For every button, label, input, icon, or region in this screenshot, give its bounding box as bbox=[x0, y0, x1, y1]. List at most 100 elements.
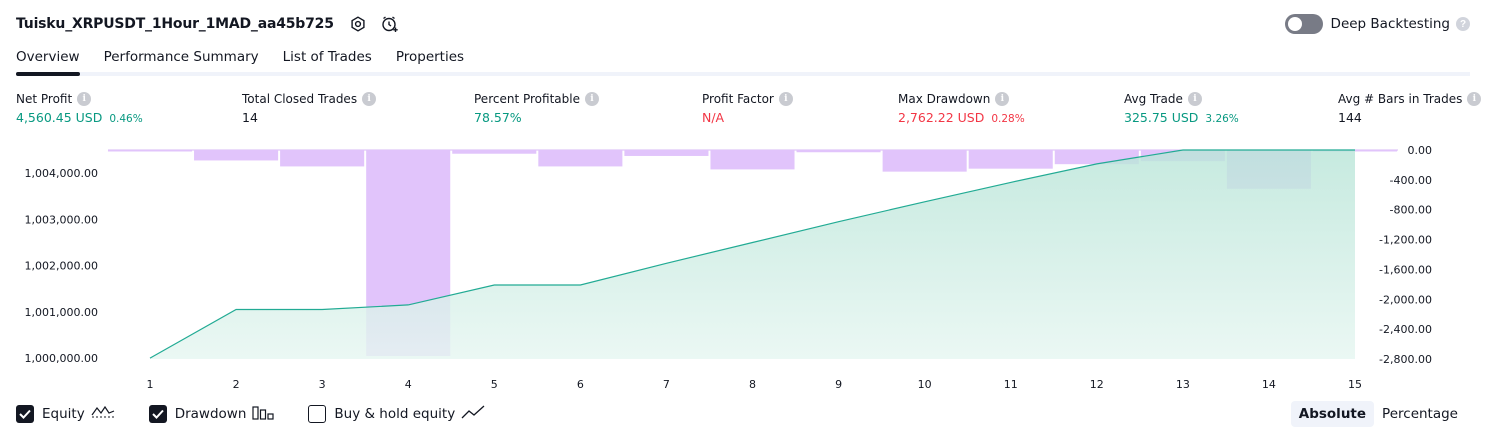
drawdown-bar-7 bbox=[624, 150, 709, 156]
drawdown-bar-5 bbox=[452, 150, 537, 154]
x-tick-label: 1 bbox=[147, 378, 154, 391]
drawdown-bar-9 bbox=[796, 150, 881, 153]
legend-buy-hold-equity[interactable]: Buy & hold equity bbox=[308, 404, 485, 425]
x-tick-label: 3 bbox=[319, 378, 326, 391]
metric-total-closed-trades: Total Closed Trades i 14 bbox=[242, 92, 377, 125]
equity-area bbox=[150, 150, 1355, 359]
metric-net-profit: Net Profit i 4,560.45 USD 0.46% bbox=[16, 92, 143, 125]
scale-mode-switch: Absolute Percentage bbox=[1290, 400, 1466, 428]
metric-label: Percent Profitable bbox=[474, 92, 580, 106]
info-icon[interactable]: i bbox=[778, 92, 793, 106]
left-axis: 1,000,000.00 1,001,000.00 1,002,000.00 1,00… bbox=[25, 167, 98, 365]
legend-label: Drawdown bbox=[174, 406, 247, 422]
metric-sub-value: 3.26% bbox=[1205, 113, 1239, 125]
metric-percent-profitable: Percent Profitable i 78.57% bbox=[474, 92, 599, 125]
right-axis: 0.00 -400.00 -800.00 -1,200.00 -1,600.00 -2,0… bbox=[1379, 144, 1432, 366]
x-tick-label: 8 bbox=[749, 378, 756, 391]
x-tick-label: 14 bbox=[1262, 378, 1276, 391]
equity-wave-icon bbox=[91, 404, 115, 425]
left-tick-label: 1,004,000.00 bbox=[25, 167, 98, 180]
drawdown-bar-1 bbox=[107, 150, 193, 152]
x-tick-label: 11 bbox=[1004, 378, 1018, 391]
metric-value: 325.75 USD bbox=[1124, 110, 1199, 125]
deep-backtesting-toggle[interactable] bbox=[1284, 14, 1323, 34]
settings-gear-icon[interactable] bbox=[348, 14, 368, 34]
info-icon[interactable]: i bbox=[77, 92, 92, 106]
right-tick-label: -800.00 bbox=[1390, 204, 1432, 217]
mode-percentage-button[interactable]: Percentage bbox=[1382, 406, 1458, 422]
info-icon[interactable]: i bbox=[1187, 92, 1202, 106]
mode-absolute-button[interactable]: Absolute bbox=[1290, 401, 1375, 427]
drawdown-bar-8 bbox=[710, 150, 795, 170]
metric-value: 78.57% bbox=[474, 110, 522, 125]
x-tick-label: 5 bbox=[491, 378, 498, 391]
strategy-title: Tuisku_XRPUSDT_1Hour_1MAD_aa45b725 bbox=[16, 16, 334, 32]
drawdown-bar-6 bbox=[538, 150, 623, 167]
tab-performance-summary[interactable]: Performance Summary bbox=[103, 49, 259, 65]
legend-label: Equity bbox=[42, 406, 85, 422]
metric-value: 14 bbox=[242, 110, 258, 125]
legend-equity[interactable]: Equity bbox=[16, 404, 115, 425]
metric-label: Net Profit bbox=[16, 92, 73, 106]
metrics-row: Net Profit i 4,560.45 USD 0.46% Total Clos… bbox=[16, 92, 1482, 132]
legend-drawdown[interactable]: Drawdown bbox=[148, 404, 275, 425]
tab-properties[interactable]: Properties bbox=[395, 49, 465, 65]
info-icon[interactable]: i bbox=[362, 92, 377, 106]
metric-label: Total Closed Trades bbox=[242, 92, 358, 106]
info-icon[interactable]: i bbox=[995, 92, 1010, 106]
tab-overview[interactable]: Overview bbox=[16, 44, 80, 76]
x-tick-label: 9 bbox=[835, 378, 842, 391]
x-tick-label: 13 bbox=[1176, 378, 1190, 391]
right-tick-label: -2,800.00 bbox=[1379, 353, 1432, 366]
drawdown-bar-2 bbox=[194, 150, 279, 161]
left-tick-label: 1,002,000.00 bbox=[25, 260, 98, 273]
x-tick-label: 12 bbox=[1090, 378, 1104, 391]
legend-label: Buy & hold equity bbox=[334, 406, 456, 422]
deep-backtesting-control: Deep Backtesting ? bbox=[1284, 12, 1470, 36]
equity-series bbox=[149, 149, 1355, 359]
right-tick-label: -2,400.00 bbox=[1379, 323, 1432, 336]
metric-value: 4,560.45 USD bbox=[16, 110, 103, 125]
chart-legend: Equity Drawdown Buy & hold equity bbox=[16, 403, 519, 425]
report-tabs: Overview Performance Summary List of Tra… bbox=[16, 44, 1470, 76]
metric-label: Profit Factor bbox=[702, 92, 774, 106]
x-tick-label: 4 bbox=[405, 378, 412, 391]
help-icon[interactable]: ? bbox=[1456, 17, 1470, 31]
x-tick-label: 6 bbox=[577, 378, 584, 391]
metric-avg-trade: Avg Trade i 325.75 USD 3.26% bbox=[1124, 92, 1239, 125]
tab-list-of-trades[interactable]: List of Trades bbox=[282, 49, 372, 65]
x-tick-label: 2 bbox=[233, 378, 240, 391]
toggle-knob bbox=[1287, 17, 1302, 31]
info-icon[interactable]: i bbox=[1467, 92, 1482, 106]
metric-sub-value: 0.46% bbox=[109, 113, 143, 125]
metric-max-drawdown: Max Drawdown i 2,762.22 USD 0.28% bbox=[898, 92, 1025, 125]
right-tick-label: -1,600.00 bbox=[1379, 263, 1432, 276]
equity-checkbox[interactable] bbox=[16, 405, 34, 423]
metric-avg-bars-in-trades: Avg # Bars in Trades i 144 bbox=[1338, 92, 1482, 125]
right-tick-label: 0.00 bbox=[1408, 144, 1433, 157]
metric-label: Avg Trade bbox=[1124, 92, 1183, 106]
info-icon[interactable]: i bbox=[584, 92, 599, 106]
x-tick-label: 7 bbox=[663, 378, 670, 391]
left-tick-label: 1,001,000.00 bbox=[25, 306, 98, 319]
left-tick-label: 1,003,000.00 bbox=[25, 213, 98, 226]
drawdown-bars-icon bbox=[252, 404, 274, 425]
metric-value: 2,762.22 USD bbox=[898, 110, 985, 125]
x-tick-label: 15 bbox=[1348, 378, 1362, 391]
metric-value: N/A bbox=[702, 110, 725, 125]
drawdown-bar-10 bbox=[882, 150, 967, 172]
metric-label: Avg # Bars in Trades bbox=[1338, 92, 1463, 106]
strategy-header: Tuisku_XRPUSDT_1Hour_1MAD_aa45b725 bbox=[16, 12, 400, 36]
buyhold-line-icon bbox=[461, 404, 485, 425]
x-tick-label: 10 bbox=[918, 378, 932, 391]
buy-hold-checkbox[interactable] bbox=[308, 405, 327, 423]
x-axis: 1 2 3 4 5 6 7 8 9 10 11 12 13 14 15 bbox=[147, 378, 1363, 391]
drawdown-bar-3 bbox=[280, 150, 365, 167]
add-alert-clock-icon[interactable] bbox=[380, 14, 400, 34]
metric-sub-value: 0.28% bbox=[991, 113, 1025, 125]
right-tick-label: -1,200.00 bbox=[1379, 234, 1432, 247]
equity-drawdown-chart[interactable]: 1,000,000.00 1,001,000.00 1,002,000.00 1,00… bbox=[0, 140, 1486, 396]
drawdown-checkbox[interactable] bbox=[148, 405, 167, 423]
drawdown-bar-11 bbox=[968, 150, 1053, 169]
equity-line bbox=[149, 149, 1355, 359]
